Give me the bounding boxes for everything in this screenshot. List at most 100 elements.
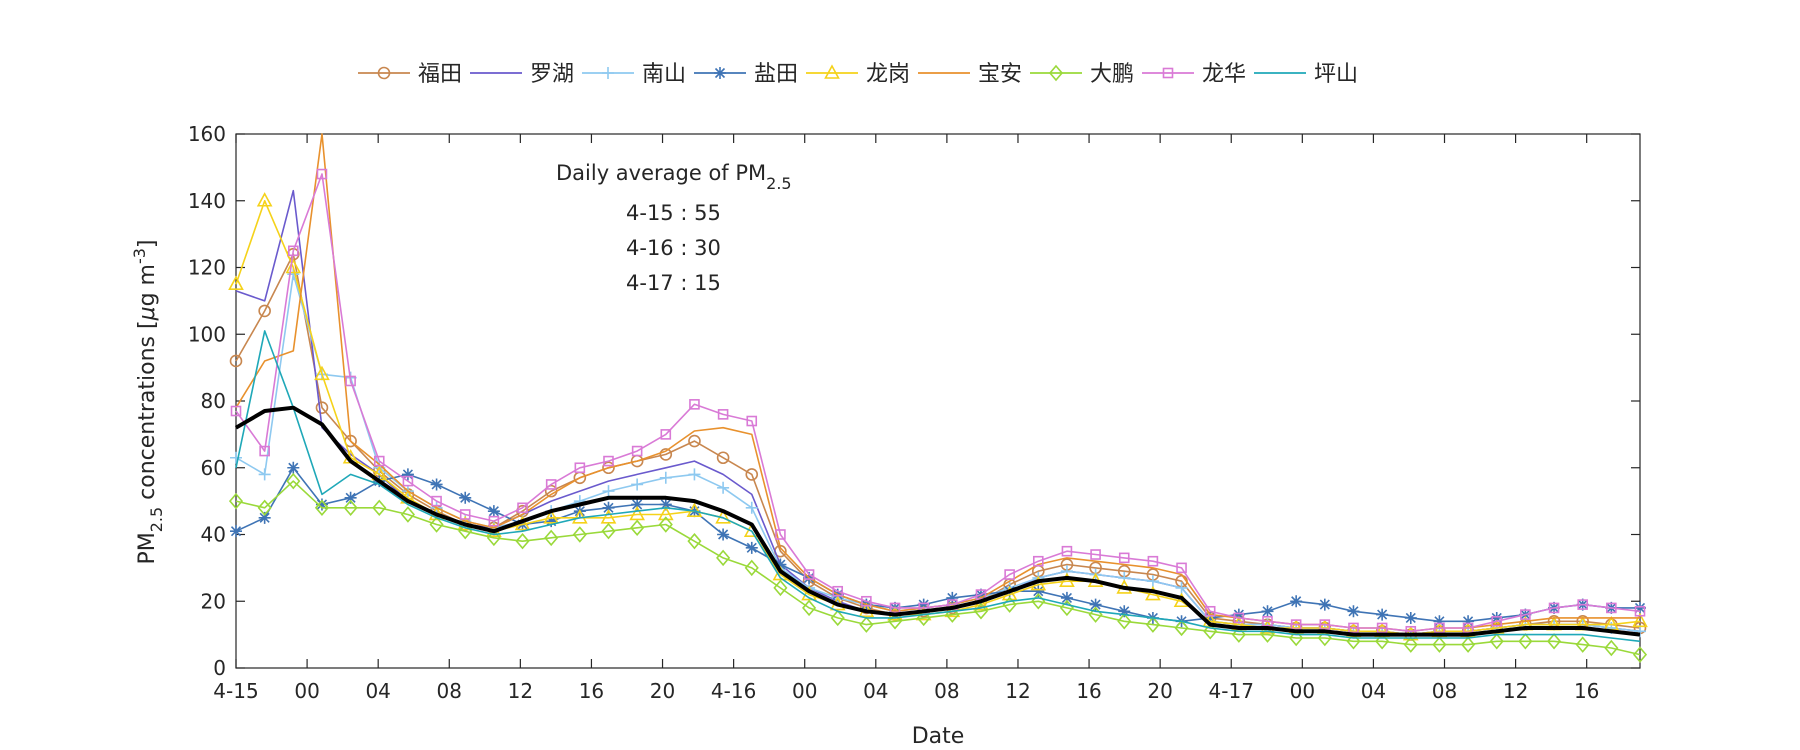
legend-item: 坪山: [1254, 62, 1358, 87]
annotation: Daily average of PM2.5 4-15 : 55 4-16 : …: [556, 161, 792, 295]
legend-label: 盐田: [754, 62, 798, 87]
data-point: [459, 491, 472, 504]
x-axis-label: Date: [912, 724, 965, 749]
data-point: [1061, 545, 1073, 557]
data-point: [488, 515, 500, 527]
data-point: [402, 475, 414, 487]
x-tick-label: 04: [365, 679, 390, 703]
data-point: [1233, 612, 1245, 624]
data-point: [1632, 612, 1648, 628]
data-point: [631, 445, 643, 457]
data-point: [1348, 622, 1359, 634]
legend-label: 龙岗: [866, 62, 910, 87]
data-point: [429, 516, 444, 533]
data-point: [230, 451, 242, 464]
data-point: [1634, 605, 1646, 617]
data-point: [631, 478, 644, 491]
y-tick-label: 140: [188, 189, 226, 213]
data-point: [1518, 633, 1533, 650]
data-point: [688, 434, 701, 448]
data-point: [745, 501, 758, 514]
x-tick-label: 4-17: [1209, 679, 1254, 703]
data-point: [659, 471, 672, 484]
legend-item: 龙岗: [806, 62, 910, 87]
data-point: [1048, 64, 1064, 82]
data-point: [545, 515, 558, 528]
data-point: [1376, 622, 1388, 634]
data-point: [515, 532, 530, 550]
data-point: [459, 509, 471, 520]
data-point: [657, 505, 674, 521]
data-point: [744, 559, 759, 577]
annotation-line-1: 4-15 : 55: [626, 201, 721, 225]
x-tick-label: 08: [1432, 679, 1457, 703]
legend-label: 南山: [642, 62, 686, 87]
data-point: [1204, 611, 1217, 624]
data-point: [745, 468, 759, 481]
data-point: [543, 509, 560, 524]
data-point: [230, 525, 242, 538]
x-tick-label: 12: [1503, 679, 1528, 703]
data-point: [658, 516, 673, 533]
data-point: [601, 522, 616, 540]
data-point: [487, 505, 500, 518]
x-tick-label: 04: [1361, 679, 1386, 703]
data-point: [1376, 608, 1389, 621]
data-point: [430, 478, 443, 491]
x-tick-label: 16: [1076, 679, 1101, 703]
data-point: [228, 492, 244, 510]
series-8: [230, 168, 1646, 637]
legend-item: 福田: [358, 62, 462, 87]
data-point: [629, 505, 645, 521]
series-9: [235, 330, 1641, 643]
data-point: [229, 354, 243, 368]
y-axis: 0 20 40 60 80 100 120 140 160: [188, 122, 1640, 680]
x-tick-label: 20: [1147, 679, 1172, 703]
annotation-title: Daily average of PM2.5: [556, 161, 792, 193]
data-point: [773, 579, 788, 597]
data-point: [517, 502, 528, 514]
x-tick-label: 16: [579, 679, 604, 703]
legend-item: 宝安: [918, 62, 1022, 87]
data-point: [230, 405, 242, 417]
data-point: [400, 506, 415, 523]
data-point: [1604, 639, 1619, 657]
data-point: [859, 616, 874, 633]
data-point: [602, 461, 615, 475]
data-point: [1404, 611, 1417, 624]
data-point: [1090, 549, 1101, 560]
data-point: [1462, 615, 1475, 628]
data-point: [486, 529, 501, 547]
data-point: [1347, 605, 1360, 618]
data-point: [830, 609, 845, 627]
data-point: [600, 509, 617, 524]
data-point: [1118, 552, 1130, 564]
data-point: [602, 501, 615, 514]
data-point: [774, 558, 787, 571]
data-point: [1145, 616, 1160, 633]
series-line: [234, 405, 1641, 637]
data-point: [316, 168, 328, 180]
data-point: [314, 499, 330, 517]
data-point: [1176, 562, 1187, 574]
data-point: [775, 529, 786, 540]
data-point: [1403, 636, 1418, 653]
data-point: [630, 519, 645, 537]
data-point: [824, 64, 840, 79]
data-point: [545, 479, 557, 490]
legend-item: 龙华: [1142, 62, 1246, 87]
data-point: [688, 468, 701, 481]
data-point: [344, 491, 357, 504]
data-point: [1231, 626, 1246, 643]
legend-label: 坪山: [1314, 62, 1358, 87]
data-point: [659, 498, 672, 511]
plot-frame: [235, 133, 1641, 669]
data-point: [1032, 555, 1044, 567]
x-tick-label: 04: [863, 679, 888, 703]
data-point: [574, 462, 586, 474]
y-tick-label: 20: [201, 589, 226, 613]
data-point: [975, 589, 987, 600]
data-point: [717, 409, 729, 420]
legend-item: 南山: [582, 62, 686, 87]
data-point: [660, 429, 672, 440]
